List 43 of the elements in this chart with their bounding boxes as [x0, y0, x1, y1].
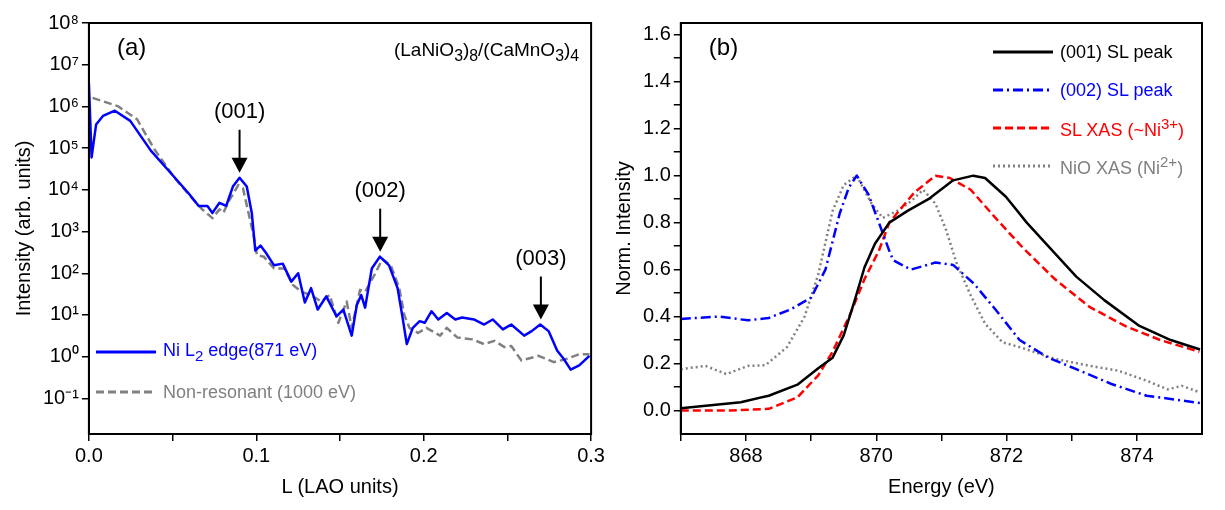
- x-tick-label: 0.1: [242, 443, 271, 466]
- x-tick-label: 870: [859, 443, 893, 466]
- x-tick-label: 0.0: [75, 443, 103, 466]
- y-tick-label: 1.6: [642, 22, 671, 45]
- x-tick-label: 0.2: [409, 443, 438, 466]
- legend-label: Non-resonant (1000 eV): [162, 381, 357, 403]
- y-tick-label: 10⁵: [48, 135, 79, 158]
- annotation: (a): [116, 33, 147, 61]
- y-tick-label: 1.2: [642, 116, 671, 139]
- annotation: (001): [213, 97, 266, 124]
- annotation: (LaNiO$_{3}$)$_{8}$/(CaMnO$_{3}$)$_{4}$: [393, 39, 580, 65]
- y-tick-label: 10⁰: [49, 344, 79, 367]
- y-tick-label: 1.0: [642, 163, 671, 186]
- y-tick-label: 0.8: [642, 210, 671, 233]
- y-tick-label: 10⁸: [48, 10, 79, 33]
- legend-label: SL XAS (~Ni$^{3+}$): [1060, 115, 1184, 141]
- legend-label: (001) SL peak: [1060, 41, 1173, 63]
- x-tick-label: 0.3: [577, 443, 605, 466]
- y-tick-label: 0.2: [642, 351, 671, 374]
- y-tick-label: 1.4: [642, 69, 671, 92]
- x-tick-label: 868: [729, 443, 763, 466]
- y-tick-label: 10²: [50, 260, 80, 283]
- annotation: (002): [354, 176, 406, 203]
- x-axis-title: L (LAO units): [281, 474, 399, 497]
- y-tick-label: 10⁴: [48, 177, 79, 200]
- legend-label: (002) SL peak: [1060, 79, 1173, 101]
- annotation: (b): [708, 33, 739, 61]
- y-tick-label: 10⁶: [48, 93, 79, 116]
- y-tick-label: 10⁻¹: [43, 385, 80, 408]
- legend-label: NiO XAS (Ni$^{2+}$): [1060, 153, 1184, 179]
- y-tick-label: 0.0: [642, 398, 671, 421]
- y-axis-title: Intensity (arb. units): [11, 140, 34, 317]
- y-tick-label: 0.6: [642, 257, 671, 280]
- y-axis-title: Norm. Intensity: [611, 161, 634, 296]
- y-tick-label: 10⁷: [49, 52, 79, 75]
- x-tick-label: 874: [1120, 443, 1154, 466]
- y-tick-label: 10³: [50, 219, 80, 242]
- y-tick-label: 10¹: [50, 302, 80, 325]
- x-axis-title: Energy (eV): [888, 474, 995, 497]
- annotation: (003): [515, 244, 567, 271]
- legend-label: Ni L$_{2}$ edge(871 eV): [162, 340, 318, 364]
- y-tick-label: 0.4: [642, 304, 671, 327]
- x-tick-label: 872: [989, 443, 1024, 466]
